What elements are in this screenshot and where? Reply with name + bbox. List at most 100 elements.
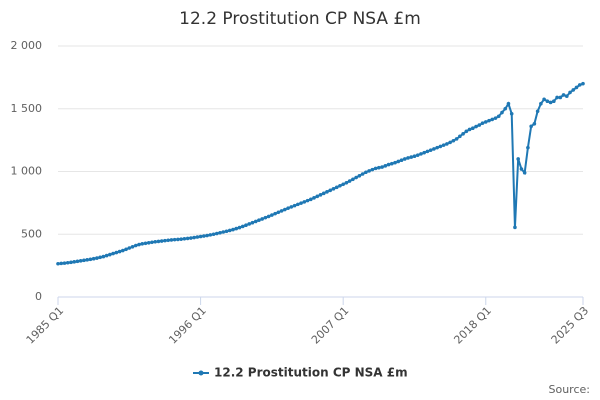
point — [555, 95, 559, 100]
point — [189, 236, 193, 240]
point — [581, 81, 585, 86]
point — [496, 114, 501, 119]
point — [529, 124, 533, 129]
point — [406, 156, 410, 160]
point — [448, 140, 452, 145]
point — [558, 95, 563, 100]
point — [577, 83, 582, 87]
point — [59, 261, 64, 266]
point — [257, 218, 261, 222]
point — [513, 225, 517, 230]
point — [422, 150, 427, 155]
point — [564, 94, 569, 98]
point — [487, 118, 491, 123]
point — [279, 209, 284, 213]
point — [88, 257, 93, 262]
point — [263, 215, 268, 220]
x-tick-label: 1996 Q1 — [166, 304, 209, 347]
point — [69, 260, 73, 265]
point — [114, 250, 119, 255]
point — [179, 237, 183, 241]
point — [270, 213, 274, 217]
point — [82, 258, 86, 263]
point — [286, 206, 290, 210]
point — [490, 117, 495, 122]
point — [415, 153, 420, 157]
point — [357, 173, 362, 178]
point — [156, 239, 161, 244]
point — [260, 217, 264, 221]
point — [435, 145, 439, 150]
point — [396, 159, 401, 164]
point — [127, 246, 132, 250]
point — [237, 225, 242, 230]
point — [364, 170, 368, 175]
point — [386, 162, 391, 167]
point — [338, 184, 342, 188]
point — [143, 241, 148, 246]
point — [159, 239, 164, 243]
point — [383, 164, 388, 168]
chart-title: 12.2 Prostitution CP NSA £m — [179, 9, 421, 29]
point — [124, 247, 128, 252]
point — [208, 233, 213, 237]
point — [425, 149, 430, 154]
point — [205, 233, 209, 238]
point — [305, 198, 310, 203]
point — [367, 169, 371, 173]
point — [182, 236, 187, 241]
point — [373, 166, 378, 171]
point — [312, 196, 316, 200]
point — [56, 261, 60, 266]
point — [133, 243, 138, 248]
point — [153, 239, 158, 244]
point — [231, 227, 235, 232]
point — [347, 179, 352, 183]
point — [539, 101, 543, 106]
point — [471, 126, 475, 131]
point — [192, 235, 196, 240]
point — [503, 106, 508, 111]
point — [221, 230, 226, 234]
point — [95, 256, 99, 260]
point — [571, 88, 576, 92]
point — [535, 109, 540, 114]
point — [325, 190, 329, 194]
point — [185, 236, 190, 241]
point — [72, 260, 77, 264]
point — [117, 249, 122, 254]
point — [315, 194, 320, 199]
point — [370, 167, 375, 172]
point — [130, 245, 135, 249]
point — [169, 238, 174, 242]
point — [380, 165, 384, 169]
point — [351, 177, 355, 182]
point — [218, 230, 222, 235]
point — [552, 99, 556, 104]
point — [500, 110, 504, 115]
point — [409, 155, 414, 159]
point — [111, 251, 115, 256]
point — [451, 138, 456, 143]
point — [506, 101, 511, 106]
point — [532, 122, 537, 126]
point — [344, 180, 349, 185]
y-tick-label: 500 — [21, 227, 42, 240]
point — [389, 161, 394, 166]
point — [253, 219, 258, 224]
point — [331, 187, 336, 191]
point — [227, 228, 232, 233]
point — [461, 132, 465, 136]
point — [334, 185, 339, 190]
point — [98, 255, 102, 260]
point — [302, 200, 307, 204]
point — [176, 237, 180, 242]
point — [224, 229, 229, 234]
point — [266, 214, 271, 219]
point — [458, 134, 462, 139]
point — [198, 234, 203, 239]
point — [321, 191, 326, 196]
point — [78, 259, 83, 263]
point — [428, 148, 433, 152]
